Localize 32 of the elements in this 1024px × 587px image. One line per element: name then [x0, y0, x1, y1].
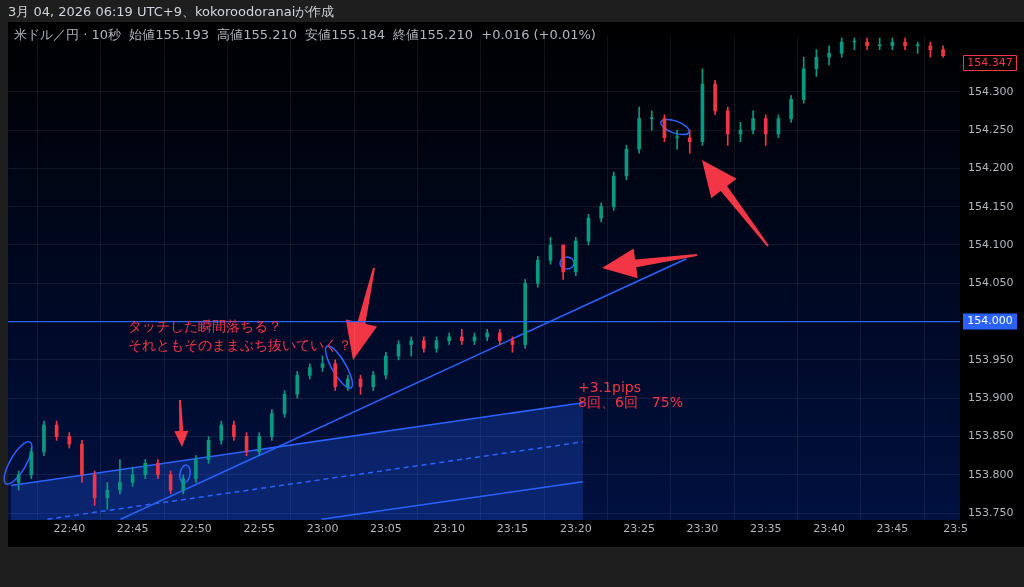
x-tick-label: 22:50 [180, 522, 212, 536]
annotation: タッチした瞬間落ちる？ [128, 317, 282, 334]
x-tick-label: 23:30 [686, 522, 719, 536]
y-tick-label: 153.900 [968, 391, 1014, 405]
x-tick-label: 23:25 [623, 522, 655, 536]
x-tick-label: 23:45 [876, 522, 909, 536]
y-tick-label: 154.300 [968, 84, 1014, 98]
text: 154.347 [967, 55, 1013, 69]
x-tick-label: 23:40 [813, 522, 845, 536]
x-tick-label: 22:40 [53, 522, 86, 536]
y-tick-label: 154.200 [968, 161, 1014, 175]
x-tick-label: 23:10 [433, 522, 466, 536]
x-tick-label: 22:45 [116, 522, 149, 536]
y-tick-label: 154.050 [968, 276, 1014, 290]
y-tick-label: 153.800 [968, 467, 1014, 481]
annotation: +3.1pips [578, 378, 641, 395]
y-tick-label: 153.950 [968, 352, 1014, 366]
x-tick-label: 23:00 [306, 522, 339, 536]
chart-subtitle: 米ドル／円 · 10秒 始値155.193 高値155.210 安値155.184 終値155.210 +0.016 (+0.01%) [14, 26, 596, 44]
x-tick-label: 23:5 [943, 522, 969, 536]
y-tick-label: 153.850 [968, 429, 1014, 443]
y-tick-label: 154.100 [968, 237, 1014, 251]
ref-line-label: 154.000 [967, 314, 1013, 328]
x-tick-label: 23:15 [496, 522, 529, 536]
y-tick-label: 153.750 [968, 505, 1014, 519]
y-tick-label: 154.150 [968, 199, 1014, 213]
x-tick-label: 22:55 [243, 522, 276, 536]
chart-title: 3月 04, 2026 06:19 UTC+9、kokoroodoranaiが作成 [8, 3, 335, 21]
x-tick-label: 23:05 [369, 522, 402, 536]
y-tick-label: 154.250 [968, 122, 1014, 136]
x-tick-label: 23:35 [749, 522, 782, 536]
x-tick-label: 23:20 [559, 522, 592, 536]
